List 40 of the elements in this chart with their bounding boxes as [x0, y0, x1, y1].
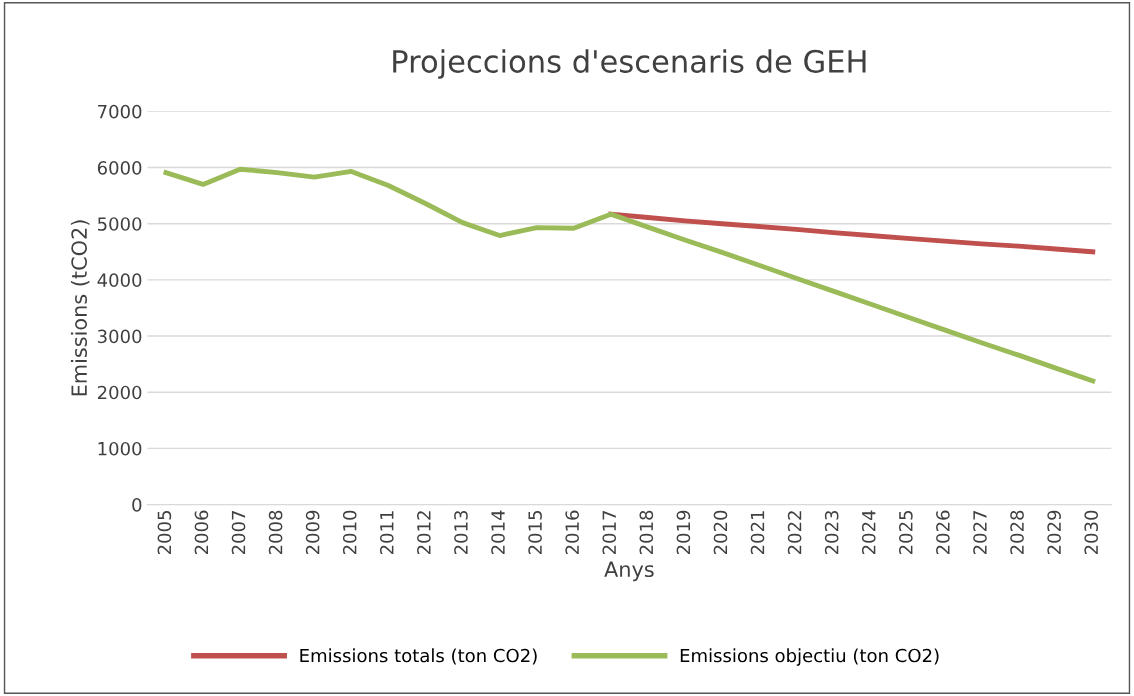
y-tick-label: 0	[132, 498, 142, 512]
chart-title: Projeccions d'escenaris de GEH	[393, 49, 866, 79]
x-tick-label: 2007	[231, 511, 246, 555]
x-tick-label: 2015	[528, 511, 542, 555]
x-tick-label: 2006	[194, 510, 209, 555]
x-tick-label: 2029	[1047, 510, 1061, 555]
x-tick-label: 2016	[565, 510, 579, 555]
x-tick-label: 2025	[899, 511, 913, 555]
y-tick-label: 5000	[98, 217, 142, 231]
x-tick-label: 2012	[417, 511, 431, 555]
line-series	[163, 166, 1096, 384]
x-tick-label: 2017	[602, 511, 617, 555]
x-tick-label: 2008	[268, 510, 283, 555]
x-tick-label: 2023	[824, 510, 839, 555]
x-axis-title: Anys	[604, 561, 654, 582]
x-tick-label: 2019	[676, 510, 691, 555]
legend-label: Emissions objectiu (ton CO2)	[680, 648, 939, 666]
legend-label: Emissions totals (ton CO2)	[300, 648, 537, 665]
x-tick-label: 2030	[1084, 510, 1099, 555]
x-tick-label: 2011	[379, 511, 394, 555]
x-tick-label: 2018	[639, 510, 654, 555]
y-tick-label: 2000	[97, 385, 142, 400]
x-tick-label: 2013	[454, 510, 468, 555]
y-tick-label: 7000	[98, 104, 142, 119]
x-tick-label: 2022	[787, 511, 802, 555]
x-tick-label: 2010	[342, 510, 357, 555]
y-tick-label: 3000	[97, 329, 142, 344]
x-tick-label: 2027	[973, 511, 987, 555]
x-tick-label: 2026	[936, 510, 950, 555]
y-tick-label: 1000	[98, 441, 142, 456]
y-tick-label: 6000	[97, 161, 142, 175]
y-tick-label: 4000	[97, 273, 142, 288]
x-tick-label: 2021	[750, 511, 765, 555]
x-tick-label: 2014	[491, 510, 505, 555]
x-tick-label: 2009	[305, 510, 320, 555]
y-axis-title: Emissions (tCO2)	[70, 220, 90, 396]
x-tick-label: 2024	[861, 510, 876, 555]
x-tick-label: 2005	[157, 511, 172, 555]
x-tick-label: 2020	[713, 510, 728, 555]
x-tick-label: 2028	[1010, 510, 1024, 555]
